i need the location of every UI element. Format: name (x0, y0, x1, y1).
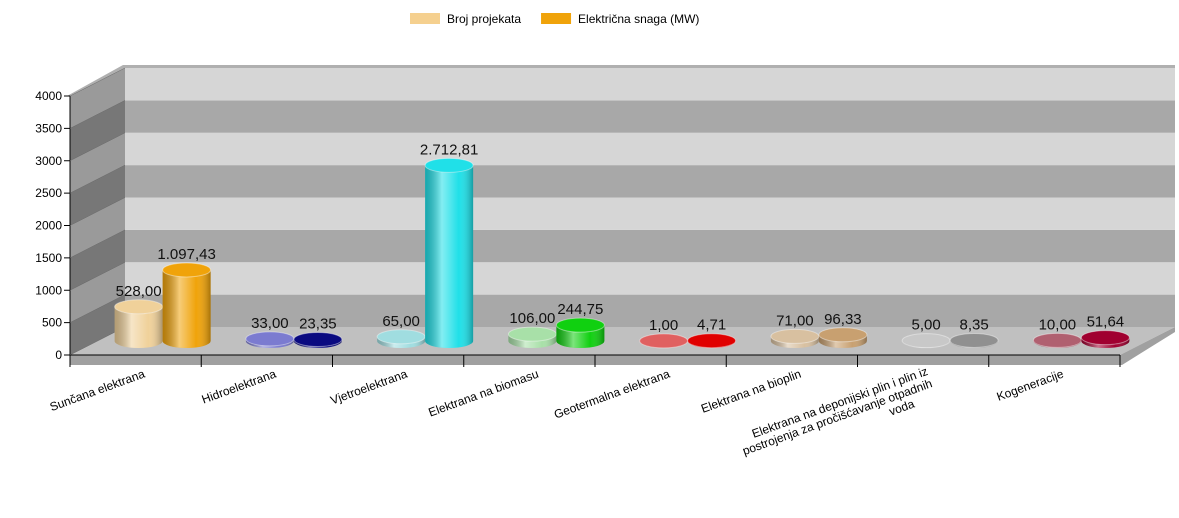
cylinder-top (376, 329, 426, 345)
wall-band (125, 262, 1175, 295)
value-label: 2.712,81 (420, 141, 478, 158)
cylinder-shade (293, 339, 342, 348)
cylinder-top (639, 333, 689, 349)
side-band (70, 165, 125, 226)
x-tick-label: Elektrana na bioplin (699, 367, 803, 416)
wall-band (125, 197, 1175, 230)
value-label: 1.097,43 (157, 246, 215, 263)
y-tick-label: 3500 (35, 121, 62, 135)
grid-line (69, 197, 126, 226)
cylinder-shade (425, 165, 474, 348)
cylinder-top (687, 333, 737, 349)
grid-line (69, 67, 126, 97)
x-tick-label: Vjetroelektrana (329, 367, 410, 408)
floor (70, 327, 1175, 355)
value-label: 71,00 (776, 312, 814, 329)
side-band (70, 197, 125, 258)
cylinder-top (770, 328, 820, 344)
cylinder-top (162, 262, 212, 278)
cylinder-top (293, 331, 343, 347)
value-label: 244,75 (557, 301, 603, 318)
grid-line (69, 262, 126, 291)
y-tick-label: 2000 (35, 219, 62, 233)
value-label: 65,00 (382, 313, 420, 330)
y-tick-label: 500 (42, 316, 62, 330)
cylinder-top (507, 326, 557, 342)
value-label: 33,00 (251, 315, 289, 332)
cylinder-shade (770, 336, 819, 348)
legend-label: Električna snaga (MW) (578, 12, 699, 26)
value-label: 10,00 (1039, 316, 1077, 333)
y-tick-label: 4000 (35, 89, 62, 103)
wall-band (125, 132, 1175, 166)
legend-label: Broj projekata (447, 12, 521, 26)
legend-swatch (410, 13, 440, 24)
cylinder-shade (114, 306, 163, 348)
x-tick-label: Geotermalna elektrana (552, 367, 672, 422)
grid-line (69, 164, 126, 194)
cylinder-shade (556, 325, 605, 348)
cylinder-top (245, 331, 295, 347)
x-tick-label: Hidroelektrana (200, 367, 278, 407)
value-label: 1,00 (649, 317, 678, 334)
cylinder-top (949, 332, 999, 348)
cylinder-top (555, 317, 605, 333)
value-label: 96,33 (824, 311, 862, 328)
cylinder-top (1080, 330, 1130, 346)
cylinder-top (114, 299, 164, 315)
cylinder-shade (377, 336, 426, 348)
side-band (70, 229, 125, 291)
value-label: 23,35 (299, 315, 337, 332)
cylinder-shade (1081, 337, 1130, 348)
y-tick-label: 0 (55, 348, 62, 362)
y-tick-label: 2500 (35, 186, 62, 200)
value-label: 5,00 (912, 317, 941, 334)
side-band (70, 132, 125, 194)
y-tick-label: 1500 (35, 251, 62, 265)
cylinder-shade (245, 338, 294, 348)
cylinder-top (901, 333, 951, 349)
legend-swatch (541, 13, 572, 24)
wall-band (125, 100, 1175, 133)
cylinder-shade (162, 269, 211, 348)
value-label: 106,00 (509, 310, 555, 327)
x-tick-label: Sunčana elektrana (48, 367, 147, 414)
x-tick-label: Kogeneracije (995, 367, 1066, 404)
x-tick-label: Elektrana na biomasu (427, 367, 541, 420)
side-band (70, 262, 125, 323)
side-band (70, 294, 125, 355)
y-tick-label: 3000 (35, 154, 62, 168)
wall-band (125, 294, 1175, 327)
value-label: 8,35 (960, 316, 989, 333)
value-label: 51,64 (1087, 314, 1125, 331)
cylinder-top (1032, 332, 1082, 348)
cylinder-shade (818, 334, 867, 348)
grid-line (69, 229, 126, 259)
grid-line (69, 100, 126, 129)
grid-line (69, 132, 126, 161)
cylinder-top (424, 157, 474, 173)
wall-band (125, 229, 1175, 263)
side-band (70, 100, 125, 161)
grid-line (69, 294, 126, 323)
cylinder-top (818, 327, 868, 343)
value-label: 4,71 (697, 317, 726, 334)
cylinder-shade (508, 334, 557, 348)
side-band (70, 68, 125, 129)
value-label: 528,00 (116, 283, 162, 300)
wall-band (125, 68, 1175, 101)
wall-band (125, 165, 1175, 198)
y-tick-label: 1000 (35, 283, 62, 297)
